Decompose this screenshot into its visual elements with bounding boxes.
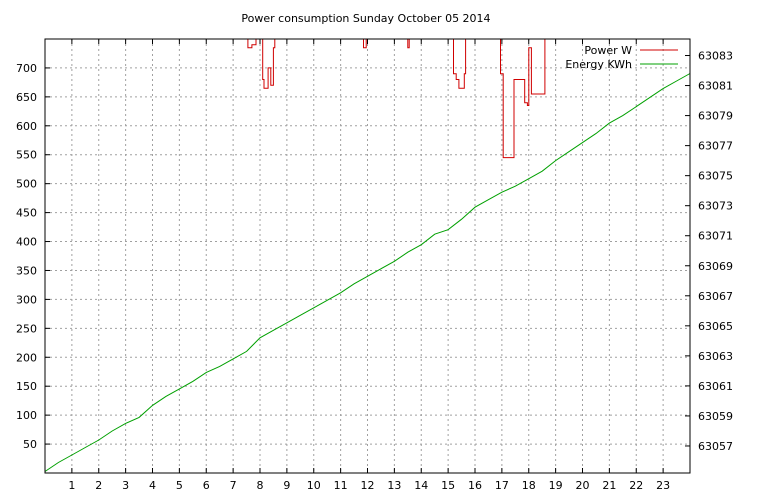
y-tick-label: 600 bbox=[16, 120, 37, 133]
x-tick-label: 19 bbox=[549, 479, 563, 492]
y2-tick-label: 63069 bbox=[698, 260, 733, 273]
y-tick-label: 250 bbox=[16, 322, 37, 335]
x-tick-label: 11 bbox=[334, 479, 348, 492]
power-series-line bbox=[262, 39, 276, 89]
x-axis: 1 2 3 4 5 6 7 8 9 10 11 12 13 14 15 16 17 18 19 20 21 22 23 bbox=[68, 39, 670, 492]
energy-series-line bbox=[44, 73, 691, 472]
y-tick-label: 350 bbox=[16, 264, 37, 277]
legend-label-power: Power W bbox=[584, 44, 632, 57]
x-tick-label: 2 bbox=[95, 479, 102, 492]
x-tick-label: 1 bbox=[68, 479, 75, 492]
y-tick-label: 550 bbox=[16, 149, 37, 162]
y-tick-label: 500 bbox=[16, 178, 37, 191]
x-tick-label: 7 bbox=[230, 479, 237, 492]
x-tick-label: 4 bbox=[149, 479, 156, 492]
chart-title: Power consumption Sunday October 05 2014 bbox=[241, 12, 490, 25]
power-series-line bbox=[247, 39, 257, 49]
y2-tick-label: 63063 bbox=[698, 350, 733, 363]
x-tick-label: 23 bbox=[656, 479, 670, 492]
plot-area bbox=[44, 39, 691, 472]
x-tick-label: 18 bbox=[522, 479, 536, 492]
power-series-line bbox=[453, 39, 467, 89]
y2-tick-label: 63057 bbox=[698, 440, 733, 453]
x-tick-label: 16 bbox=[468, 479, 482, 492]
y-tick-label: 450 bbox=[16, 207, 37, 220]
y-tick-label: 650 bbox=[16, 91, 37, 104]
x-tick-label: 21 bbox=[602, 479, 616, 492]
y-tick-label: 400 bbox=[16, 236, 37, 249]
y-tick-label: 50 bbox=[23, 438, 37, 451]
x-tick-label: 12 bbox=[361, 479, 375, 492]
x-tick-label: 15 bbox=[441, 479, 455, 492]
y2-tick-label: 63075 bbox=[698, 170, 733, 183]
y-tick-label: 200 bbox=[16, 351, 37, 364]
x-tick-label: 3 bbox=[122, 479, 129, 492]
x-tick-label: 20 bbox=[576, 479, 590, 492]
y2-tick-label: 63081 bbox=[698, 80, 733, 93]
y2-tick-label: 63079 bbox=[698, 110, 733, 123]
x-tick-label: 9 bbox=[283, 479, 290, 492]
y2-tick-label: 63073 bbox=[698, 200, 733, 213]
y-tick-label: 300 bbox=[16, 293, 37, 306]
y2-tick-label: 63065 bbox=[698, 320, 733, 333]
y2-tick-label: 63077 bbox=[698, 140, 733, 153]
y2-tick-label: 63071 bbox=[698, 230, 733, 243]
x-tick-label: 14 bbox=[414, 479, 428, 492]
y-axis-left: 50 100 150 200 250 300 350 400 450 500 550 600 650 70… bbox=[16, 62, 50, 451]
chart-grid bbox=[45, 39, 690, 473]
x-tick-label: 8 bbox=[257, 479, 264, 492]
y2-tick-label: 63059 bbox=[698, 410, 733, 423]
power-series-line bbox=[363, 39, 367, 49]
x-tick-label: 17 bbox=[495, 479, 509, 492]
legend-label-energy: Energy KWh bbox=[565, 58, 632, 71]
y2-tick-label: 63067 bbox=[698, 290, 733, 303]
y-axis-right: 63057 63059 63061 63063 63065 63067 63069 63071… bbox=[685, 50, 733, 453]
x-tick-label: 13 bbox=[387, 479, 401, 492]
power-series-line bbox=[500, 39, 546, 159]
y2-tick-label: 63061 bbox=[698, 380, 733, 393]
x-tick-label: 6 bbox=[203, 479, 210, 492]
x-tick-label: 5 bbox=[176, 479, 183, 492]
y-tick-label: 700 bbox=[16, 62, 37, 75]
y-tick-label: 100 bbox=[16, 409, 37, 422]
x-tick-label: 10 bbox=[307, 479, 321, 492]
plot-frame bbox=[44, 38, 691, 474]
y-tick-label: 150 bbox=[16, 380, 37, 393]
power-series-line bbox=[407, 39, 410, 49]
y2-tick-label: 63083 bbox=[698, 50, 733, 63]
x-tick-label: 22 bbox=[629, 479, 643, 492]
